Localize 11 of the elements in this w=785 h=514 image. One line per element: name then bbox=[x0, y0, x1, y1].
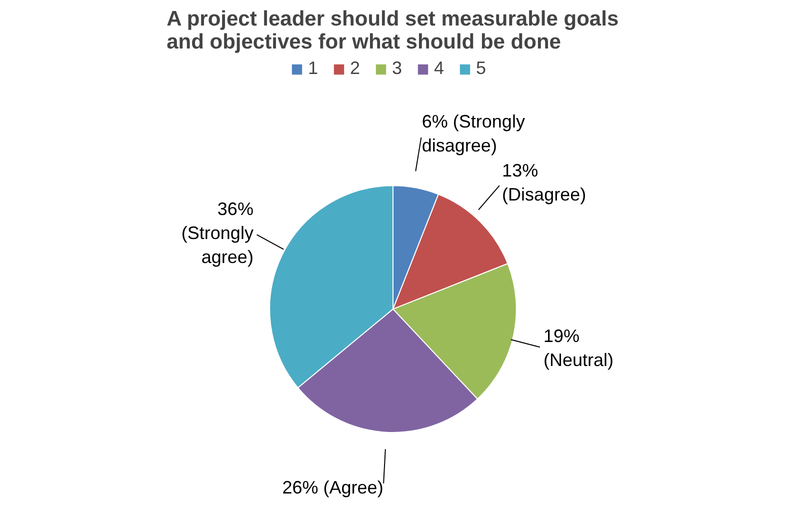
legend-label: 5 bbox=[476, 58, 488, 79]
legend-label: 1 bbox=[308, 58, 320, 79]
data-label: 13% (Disagree) bbox=[502, 160, 586, 205]
chart-title: A project leader should set measurable goals and objectives for what should be done bbox=[166, 8, 619, 54]
data-label: 26% (Agree) bbox=[282, 478, 384, 498]
legend-label: 3 bbox=[392, 58, 404, 79]
data-label: 6% (Strongly disagree) bbox=[422, 111, 525, 156]
data-label: 36% (Strongly agree) bbox=[181, 198, 254, 267]
legend-label: 4 bbox=[434, 58, 446, 79]
legend-label: 2 bbox=[350, 58, 362, 79]
data-label: 19% (Neutral) bbox=[544, 326, 614, 370]
